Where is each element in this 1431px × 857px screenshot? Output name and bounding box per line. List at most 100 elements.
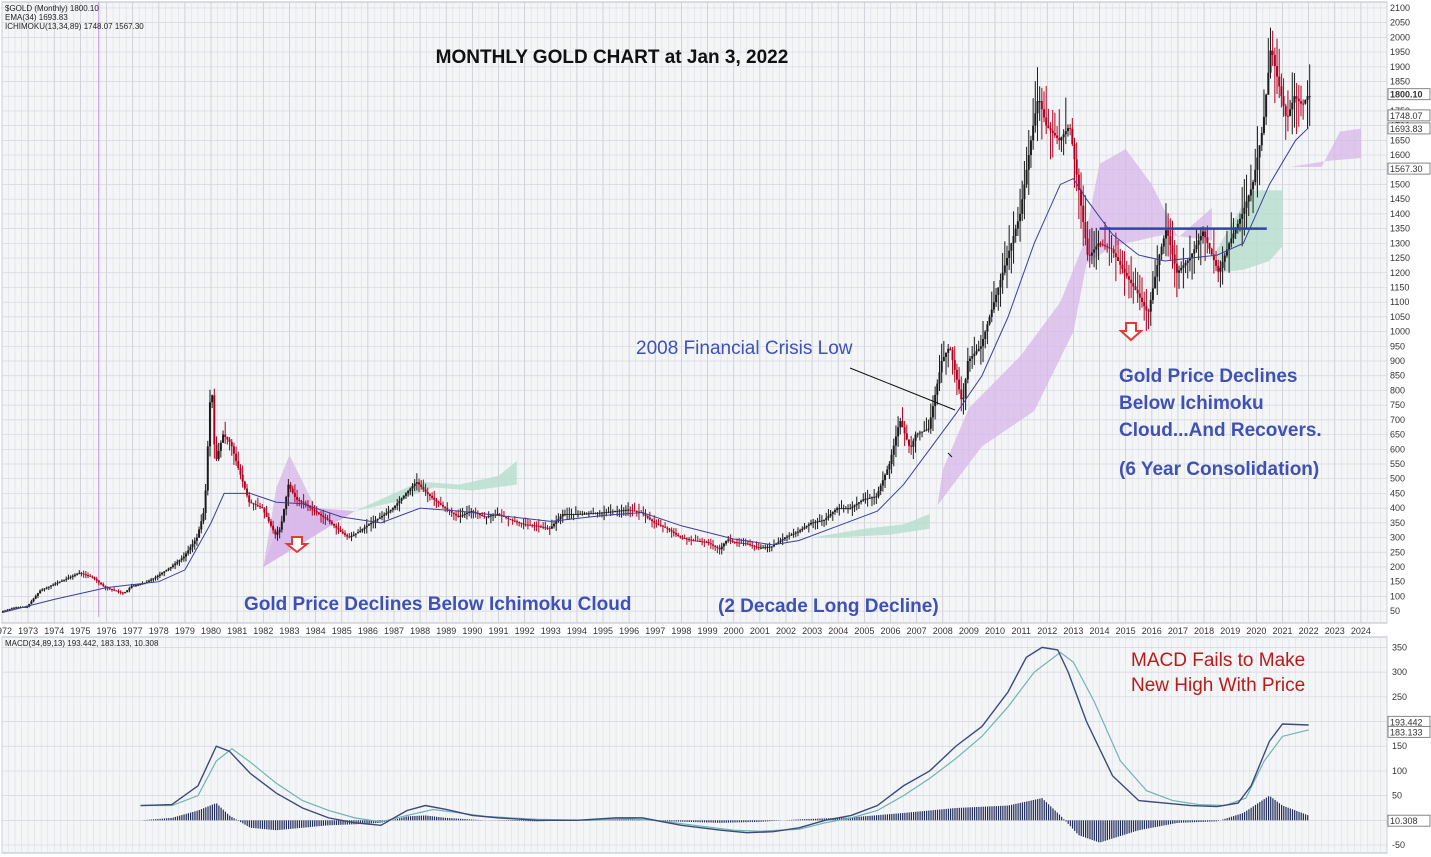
- symbol-legend: $GOLD (Monthly) 1800.10: [5, 4, 99, 13]
- price-candle-body: [635, 511, 638, 513]
- price-candle-body: [1003, 265, 1006, 273]
- x-tick-label: 2018: [1194, 626, 1214, 636]
- x-tick-label: 2023: [1325, 626, 1345, 636]
- price-candle-body: [413, 483, 416, 487]
- price-candle-body: [997, 287, 1000, 295]
- price-candle-body: [803, 527, 806, 529]
- price-candle-body: [576, 513, 579, 515]
- price-candle-body: [1175, 263, 1178, 273]
- price-candle-body: [1162, 238, 1165, 247]
- price-candle-body: [389, 509, 392, 512]
- price-candle-body: [400, 498, 403, 501]
- price-candle-body: [465, 513, 468, 515]
- price-candle-body: [487, 515, 490, 517]
- macd-note-line1: MACD Fails to Make: [1131, 650, 1305, 671]
- price-candle-body: [1099, 243, 1102, 245]
- cloud-green: [354, 461, 517, 512]
- price-candle-body: [1249, 189, 1252, 196]
- cloud-purple: [1290, 128, 1361, 167]
- price-candle-body: [868, 497, 871, 499]
- price-candle-body: [45, 587, 48, 589]
- price-candle-body: [222, 434, 225, 443]
- price-candle-body: [1125, 272, 1128, 277]
- price-candle-body: [648, 517, 651, 520]
- macd-y-tick-label: 300: [1392, 667, 1407, 677]
- price-candle-body: [498, 514, 501, 516]
- x-tick-label: 1995: [593, 626, 613, 636]
- price-candle-body: [208, 402, 211, 447]
- price-candle-body: [385, 513, 388, 515]
- price-candle-body: [892, 445, 895, 455]
- price-candle-body: [415, 482, 418, 484]
- price-candle-body: [548, 528, 551, 530]
- price-candle-body: [6, 609, 9, 611]
- x-tick-label: 1973: [18, 626, 38, 636]
- price-candle-body: [446, 508, 449, 510]
- price-candle-body: [82, 573, 85, 575]
- price-candle-body: [1193, 249, 1196, 254]
- price-candle-body: [1051, 130, 1054, 133]
- price-candle-body: [1247, 195, 1250, 202]
- price-candle-body: [805, 525, 808, 528]
- price-candle-body: [979, 346, 982, 349]
- price-candle-body: [505, 516, 508, 518]
- price-candle-body: [973, 353, 976, 357]
- price-candle-body: [1164, 230, 1167, 239]
- price-candle-body: [346, 534, 349, 537]
- price-candle-body: [879, 485, 882, 491]
- price-candle-body: [365, 525, 368, 528]
- price-candle-body: [1271, 50, 1274, 56]
- price-candle-body: [1095, 246, 1098, 250]
- price-candle-body: [516, 521, 519, 523]
- price-candle-body: [703, 541, 706, 543]
- price-candle-body: [659, 524, 662, 526]
- y-tick-label: 1850: [1390, 77, 1410, 87]
- price-candle-body: [1197, 240, 1200, 245]
- price-candle-body: [587, 513, 590, 515]
- price-candle-body: [729, 539, 732, 541]
- price-candle-body: [289, 484, 292, 489]
- price-candle-body: [1151, 288, 1154, 300]
- price-candle-body: [753, 545, 756, 547]
- price-candle-body: [1210, 248, 1213, 255]
- price-candle-body: [1245, 201, 1248, 208]
- price-candle-body: [995, 294, 998, 303]
- ichimoku-legend: ICHIMOKU(13,34,89) 1748.07 1567.30: [5, 22, 144, 31]
- price-candle-body: [1014, 228, 1017, 236]
- price-candle-body: [91, 576, 94, 578]
- price-candle-body: [714, 545, 717, 547]
- price-candle-body: [910, 445, 913, 447]
- macd-value-label: 193.442: [1390, 717, 1423, 727]
- price-candle-body: [65, 578, 68, 580]
- price-candle-body: [200, 521, 203, 530]
- y-tick-label: 950: [1390, 341, 1405, 351]
- price-candle-body: [914, 434, 917, 441]
- price-candle-body: [999, 280, 1002, 288]
- price-candle-body: [328, 519, 331, 522]
- price-candle-body: [1156, 265, 1159, 277]
- price-candle-body: [489, 515, 492, 517]
- price-candle-body: [1108, 247, 1111, 249]
- ema-line: [1, 127, 1309, 614]
- price-candle-body: [32, 598, 35, 602]
- y-tick-label: 1150: [1390, 282, 1409, 292]
- price-candle-body: [842, 508, 845, 510]
- price-candle-body: [298, 499, 301, 502]
- x-tick-label: 2019: [1220, 626, 1240, 636]
- price-candle-body: [1069, 128, 1072, 130]
- y-tick-label: 650: [1390, 430, 1405, 440]
- kijun-label-box: [1387, 162, 1431, 175]
- price-candle-body: [304, 503, 307, 505]
- price-candle-body: [579, 513, 582, 515]
- price-candle-body: [820, 520, 823, 522]
- price-candle-body: [807, 524, 810, 526]
- x-tick-label: 2007: [907, 626, 927, 636]
- price-candle-body: [853, 505, 856, 507]
- y-tick-label: 50: [1390, 606, 1400, 616]
- price-candle-body: [918, 432, 921, 434]
- x-tick-label: 2021: [1272, 626, 1292, 636]
- price-candle-body: [949, 348, 952, 351]
- price-candle-body: [241, 474, 244, 482]
- price-candle-body: [526, 524, 529, 526]
- price-candle-body: [709, 543, 712, 545]
